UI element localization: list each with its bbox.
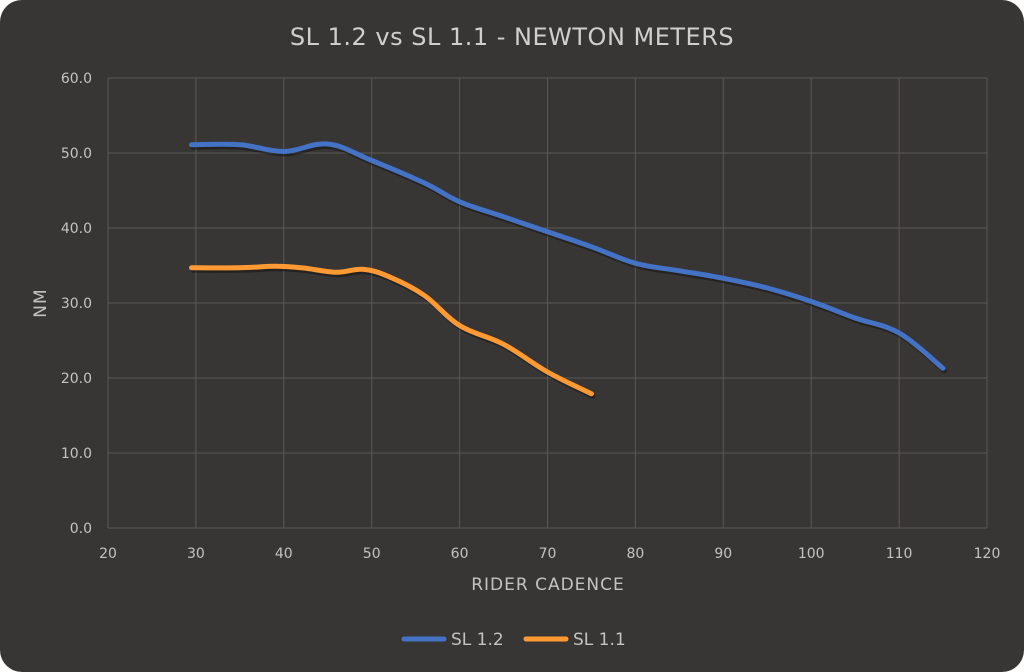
- x-tick-label: 80: [626, 546, 644, 562]
- x-tick-label: 90: [714, 546, 732, 562]
- series-line-sl-1-2: [189, 141, 946, 371]
- x-axis-ticks: 20 30 40 50 60 70 80 90 100 110 120: [99, 546, 1000, 562]
- legend-label-sl-1-1: SL 1.1: [573, 630, 626, 650]
- legend: SL 1.2 SL 1.1: [401, 630, 626, 650]
- x-tick-label: 50: [363, 546, 381, 562]
- y-axis-ticks: 0.0 10.0 20.0 30.0 40.0 50.0 60.0: [61, 71, 92, 537]
- y-tick-label: 0.0: [70, 521, 92, 537]
- x-tick-label: 100: [798, 546, 825, 562]
- legend-label-sl-1-2: SL 1.2: [451, 630, 504, 650]
- y-tick-label: 40.0: [61, 221, 92, 237]
- x-tick-label: 40: [275, 546, 293, 562]
- y-tick-label: 50.0: [61, 146, 92, 162]
- series-group: [189, 141, 947, 399]
- y-tick-label: 20.0: [61, 371, 92, 387]
- series-shadow-sl-1-2: [190, 143, 947, 374]
- x-tick-label: 30: [187, 546, 205, 562]
- x-tick-label: 60: [451, 546, 469, 562]
- x-tick-label: 110: [886, 546, 913, 562]
- x-tick-label: 120: [974, 546, 1001, 562]
- series-shadow-sl-1-1: [190, 266, 596, 399]
- y-tick-label: 60.0: [61, 71, 92, 87]
- chart-title: SL 1.2 vs SL 1.1 - NEWTON METERS: [290, 23, 734, 51]
- x-tick-label: 70: [539, 546, 557, 562]
- x-tick-label: 20: [99, 546, 117, 562]
- y-tick-label: 10.0: [61, 446, 92, 462]
- grid: [107, 77, 988, 529]
- y-axis-label: NM: [31, 288, 51, 317]
- x-axis-label: RIDER CADENCE: [471, 575, 625, 595]
- series-line-sl-1-1: [189, 263, 594, 397]
- y-tick-label: 30.0: [61, 296, 92, 312]
